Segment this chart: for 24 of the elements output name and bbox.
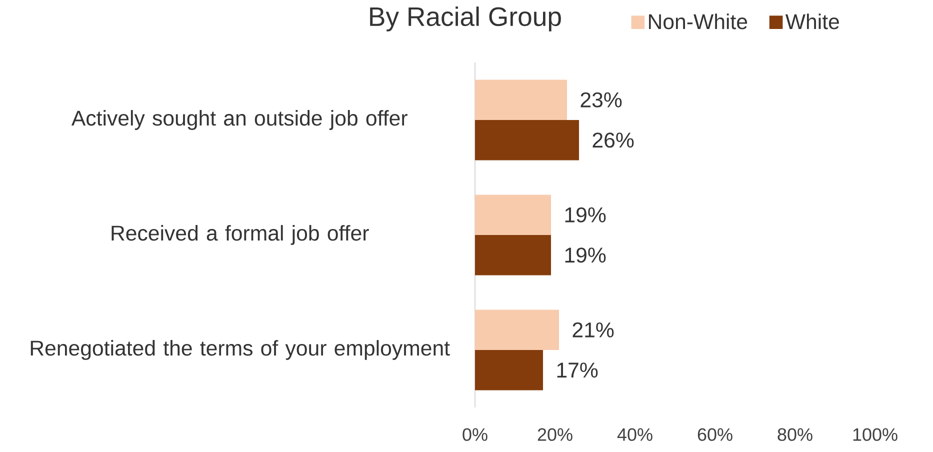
data-label: 19% xyxy=(565,248,606,263)
bar xyxy=(474,120,579,160)
x-tick-label: 60% xyxy=(698,428,732,441)
data-label: 17% xyxy=(557,362,598,378)
x-tick-label: 20% xyxy=(538,428,572,441)
x-tick-label: 0% xyxy=(462,428,488,441)
y-tick-label: Renegotiated the terms of your employment xyxy=(30,340,450,360)
bar xyxy=(474,310,559,350)
x-tick-label: 80% xyxy=(778,428,812,441)
bar xyxy=(474,80,567,120)
bar xyxy=(474,350,543,390)
data-label: 23% xyxy=(580,92,622,108)
x-tick-label: 100% xyxy=(853,428,898,441)
y-tick-label: Received a formal job offer xyxy=(112,225,369,245)
data-label: 26% xyxy=(592,132,634,148)
data-label: 21% xyxy=(572,322,614,338)
bar xyxy=(474,194,551,235)
y-tick-label: Actively sought an outside job offer xyxy=(71,110,408,130)
chart-title: By Racial Group xyxy=(370,6,561,32)
legend-label: White xyxy=(785,14,839,30)
legend-label: Non-White xyxy=(649,14,748,30)
bar xyxy=(474,234,551,276)
x-tick-label: 40% xyxy=(617,428,652,441)
data-label: 19% xyxy=(565,207,606,222)
